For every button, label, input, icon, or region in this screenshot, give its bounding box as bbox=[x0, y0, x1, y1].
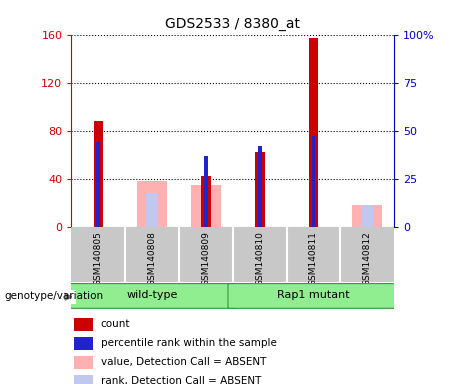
Bar bbox=[96, 142, 100, 227]
Bar bbox=[353, 205, 382, 227]
Text: rank, Detection Call = ABSENT: rank, Detection Call = ABSENT bbox=[101, 376, 261, 384]
Title: GDS2533 / 8380_at: GDS2533 / 8380_at bbox=[165, 17, 300, 31]
Text: GSM140808: GSM140808 bbox=[148, 231, 157, 286]
Bar bbox=[94, 121, 103, 227]
Text: GSM140811: GSM140811 bbox=[309, 231, 318, 286]
Bar bbox=[258, 146, 261, 227]
Bar bbox=[201, 176, 211, 227]
Text: GSM140810: GSM140810 bbox=[255, 231, 264, 286]
Bar bbox=[312, 136, 315, 227]
FancyBboxPatch shape bbox=[66, 283, 238, 308]
Text: GSM140805: GSM140805 bbox=[94, 231, 103, 286]
Bar bbox=[309, 38, 318, 227]
Bar bbox=[75, 374, 93, 384]
Text: GSM140812: GSM140812 bbox=[363, 231, 372, 286]
Bar bbox=[137, 181, 167, 227]
Bar bbox=[255, 152, 265, 227]
Text: wild-type: wild-type bbox=[126, 290, 178, 300]
Bar bbox=[191, 185, 221, 227]
Bar bbox=[361, 205, 373, 227]
Bar bbox=[204, 156, 208, 227]
Bar bbox=[146, 193, 158, 227]
Text: count: count bbox=[101, 319, 130, 329]
Bar bbox=[75, 356, 93, 369]
Bar bbox=[75, 336, 93, 350]
Text: value, Detection Call = ABSENT: value, Detection Call = ABSENT bbox=[101, 357, 266, 367]
Text: Rap1 mutant: Rap1 mutant bbox=[277, 290, 350, 300]
Text: GSM140809: GSM140809 bbox=[201, 231, 210, 286]
Text: genotype/variation: genotype/variation bbox=[5, 291, 104, 301]
Text: percentile rank within the sample: percentile rank within the sample bbox=[101, 338, 277, 348]
FancyBboxPatch shape bbox=[228, 283, 399, 308]
Bar bbox=[75, 318, 93, 331]
